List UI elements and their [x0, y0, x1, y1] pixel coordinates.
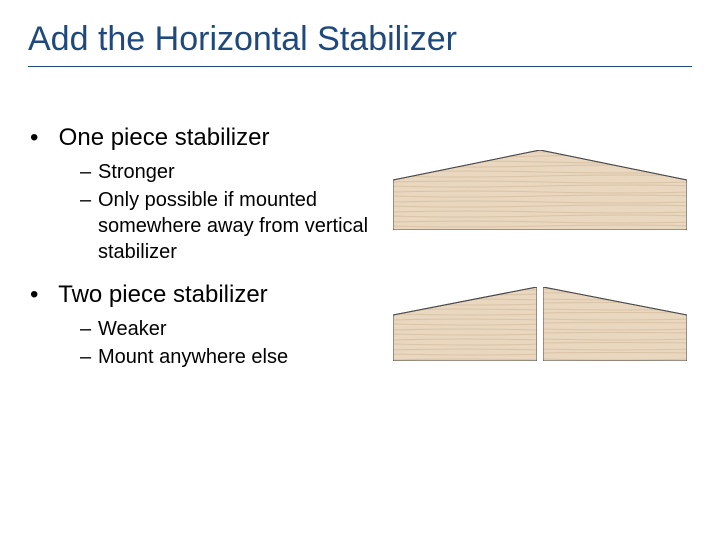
sub-bullet-label: Weaker — [98, 318, 167, 340]
bullet-label: Two piece stabilizer — [58, 281, 267, 308]
bullet-item: Two piece stabilizer Weaker Mount anywhe… — [30, 279, 390, 370]
sub-bullet-list: Weaker Mount anywhere else — [80, 316, 390, 370]
two-piece-right-shape — [543, 287, 687, 361]
two-piece-right-polygon — [543, 287, 687, 361]
bullet-label: One piece stabilizer — [59, 124, 270, 151]
sub-bullet-item: Weaker — [80, 316, 390, 342]
sub-bullet-label: Only possible if mounted somewhere away … — [98, 189, 368, 263]
sub-bullet-label: Mount anywhere else — [98, 346, 288, 368]
sub-bullet-label: Stronger — [98, 161, 175, 183]
one-piece-polygon — [393, 150, 687, 230]
two-piece-left-shape — [393, 287, 537, 361]
sub-bullet-list: Stronger Only possible if mounted somewh… — [80, 159, 390, 265]
slide-title: Add the Horizontal Stabilizer — [28, 20, 457, 59]
one-piece-stabilizer-shape — [393, 150, 687, 230]
content-body: One piece stabilizer Stronger Only possi… — [30, 122, 390, 384]
title-underline — [28, 66, 692, 67]
bullet-item: One piece stabilizer Stronger Only possi… — [30, 122, 390, 265]
bullet-list: One piece stabilizer Stronger Only possi… — [30, 122, 390, 370]
slide-root: Add the Horizontal Stabilizer One piece … — [0, 0, 720, 540]
sub-bullet-item: Only possible if mounted somewhere away … — [80, 187, 390, 265]
sub-bullet-item: Stronger — [80, 159, 390, 185]
two-piece-left-polygon — [393, 287, 537, 361]
sub-bullet-item: Mount anywhere else — [80, 344, 390, 370]
